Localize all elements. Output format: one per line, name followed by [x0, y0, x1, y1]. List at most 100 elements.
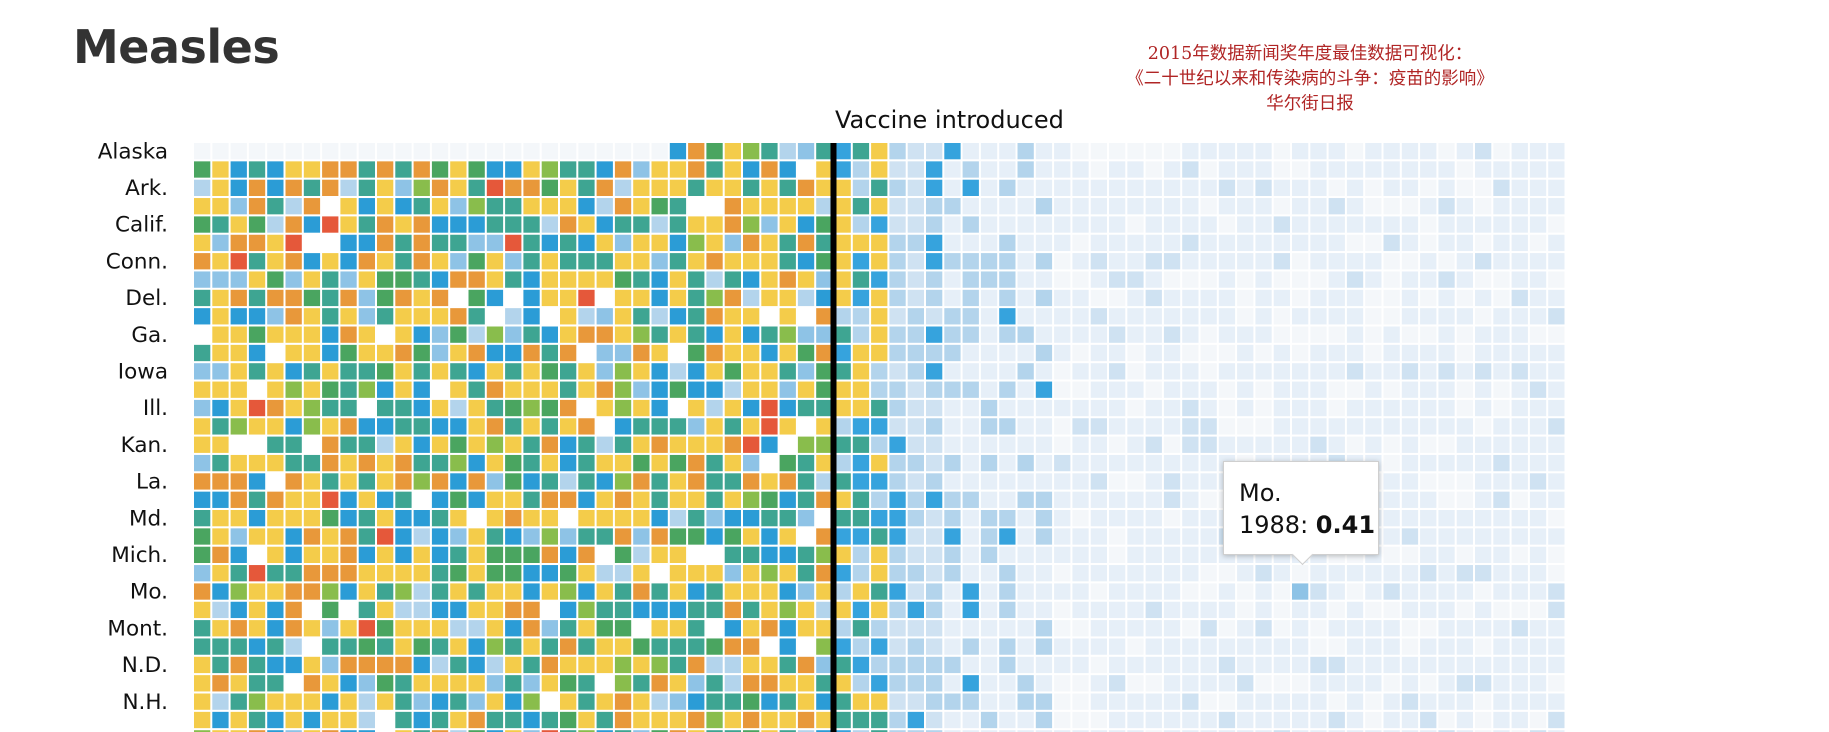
heatmap-cell[interactable] — [834, 363, 851, 380]
heatmap-cell[interactable] — [194, 399, 211, 417]
heatmap-cell[interactable] — [1035, 363, 1053, 380]
heatmap-cell[interactable] — [486, 601, 504, 619]
heatmap-cell[interactable] — [907, 693, 924, 710]
heatmap-cell[interactable] — [560, 381, 577, 398]
heatmap-cell[interactable] — [962, 583, 979, 600]
heatmap-cell[interactable] — [1310, 271, 1327, 288]
heatmap-cell[interactable] — [1401, 436, 1419, 453]
heatmap-cell[interactable] — [1273, 711, 1290, 729]
heatmap-cell[interactable] — [1145, 546, 1162, 563]
heatmap-cell[interactable] — [688, 143, 705, 160]
heatmap-cell[interactable] — [413, 583, 430, 600]
heatmap-cell[interactable] — [852, 216, 870, 233]
heatmap-cell[interactable] — [1090, 289, 1107, 307]
heatmap-cell[interactable] — [651, 216, 668, 233]
heatmap-cell[interactable] — [248, 234, 266, 252]
heatmap-cell[interactable] — [450, 326, 467, 343]
heatmap-cell[interactable] — [797, 308, 815, 325]
heatmap-cell[interactable] — [1383, 730, 1400, 732]
heatmap-cell[interactable] — [1273, 418, 1290, 435]
heatmap-cell[interactable] — [633, 399, 650, 417]
heatmap-cell[interactable] — [267, 308, 284, 325]
heatmap-cell[interactable] — [1218, 418, 1236, 435]
heatmap-cell[interactable] — [1475, 289, 1492, 307]
heatmap-cell[interactable] — [614, 693, 632, 710]
heatmap-cell[interactable] — [505, 271, 522, 288]
heatmap-cell[interactable] — [1145, 565, 1162, 582]
heatmap-cell[interactable] — [1310, 620, 1327, 637]
heatmap-cell[interactable] — [523, 693, 540, 710]
heatmap-cell[interactable] — [706, 454, 723, 472]
heatmap-cell[interactable] — [962, 161, 979, 178]
heatmap-cell[interactable] — [1292, 620, 1309, 637]
heatmap-cell[interactable] — [962, 491, 979, 508]
heatmap-cell[interactable] — [1346, 399, 1364, 417]
heatmap-cell[interactable] — [797, 179, 815, 196]
heatmap-cell[interactable] — [633, 436, 650, 453]
heatmap-cell[interactable] — [303, 326, 321, 343]
heatmap-cell[interactable] — [1200, 675, 1217, 692]
heatmap-cell[interactable] — [194, 675, 211, 692]
heatmap-cell[interactable] — [834, 491, 851, 508]
heatmap-cell[interactable] — [1109, 528, 1126, 545]
heatmap-cell[interactable] — [1310, 711, 1327, 729]
heatmap-cell[interactable] — [633, 601, 650, 619]
heatmap-cell[interactable] — [1127, 326, 1144, 343]
heatmap-cell[interactable] — [1511, 436, 1528, 453]
heatmap-cell[interactable] — [633, 473, 650, 490]
heatmap-cell[interactable] — [1273, 436, 1290, 453]
heatmap-cell[interactable] — [1218, 399, 1236, 417]
heatmap-cell[interactable] — [486, 234, 504, 252]
heatmap-cell[interactable] — [1127, 638, 1144, 655]
heatmap-cell[interactable] — [1529, 565, 1547, 582]
heatmap-cell[interactable] — [212, 143, 229, 160]
heatmap-cell[interactable] — [1017, 583, 1034, 600]
heatmap-cell[interactable] — [669, 528, 687, 545]
heatmap-cell[interactable] — [486, 491, 504, 508]
heatmap-cell[interactable] — [724, 601, 741, 619]
heatmap-cell[interactable] — [743, 638, 760, 655]
heatmap-cell[interactable] — [468, 289, 485, 307]
heatmap-cell[interactable] — [1456, 583, 1473, 600]
heatmap-cell[interactable] — [871, 399, 888, 417]
heatmap-cell[interactable] — [560, 289, 577, 307]
heatmap-cell[interactable] — [743, 326, 760, 343]
heatmap-cell[interactable] — [358, 271, 375, 288]
heatmap-cell[interactable] — [1218, 436, 1236, 453]
heatmap-cell[interactable] — [1511, 326, 1528, 343]
heatmap-cell[interactable] — [1511, 583, 1528, 600]
heatmap-cell[interactable] — [560, 344, 577, 362]
heatmap-cell[interactable] — [816, 418, 833, 435]
heatmap-cell[interactable] — [285, 253, 302, 270]
heatmap-cell[interactable] — [1109, 271, 1126, 288]
heatmap-cell[interactable] — [248, 656, 266, 674]
heatmap-cell[interactable] — [1328, 656, 1345, 674]
heatmap-cell[interactable] — [523, 601, 540, 619]
heatmap-cell[interactable] — [523, 730, 540, 732]
heatmap-cell[interactable] — [614, 565, 632, 582]
heatmap-cell[interactable] — [358, 308, 375, 325]
heatmap-cell[interactable] — [1200, 399, 1217, 417]
heatmap-cell[interactable] — [1273, 583, 1290, 600]
heatmap-cell[interactable] — [541, 656, 558, 674]
heatmap-cell[interactable] — [926, 418, 943, 435]
heatmap-cell[interactable] — [1163, 179, 1181, 196]
heatmap-cell[interactable] — [926, 675, 943, 692]
heatmap-cell[interactable] — [980, 473, 998, 490]
heatmap-cell[interactable] — [578, 381, 595, 398]
heatmap-cell[interactable] — [1200, 601, 1217, 619]
heatmap-cell[interactable] — [450, 216, 467, 233]
heatmap-cell[interactable] — [1127, 234, 1144, 252]
heatmap-cell[interactable] — [1438, 656, 1455, 674]
heatmap-cell[interactable] — [1090, 436, 1107, 453]
heatmap-cell[interactable] — [724, 363, 741, 380]
heatmap-cell[interactable] — [980, 528, 998, 545]
heatmap-cell[interactable] — [1511, 473, 1528, 490]
heatmap-cell[interactable] — [926, 473, 943, 490]
heatmap-cell[interactable] — [614, 583, 632, 600]
heatmap-cell[interactable] — [395, 601, 412, 619]
heatmap-cell[interactable] — [797, 418, 815, 435]
heatmap-cell[interactable] — [523, 546, 540, 563]
heatmap-cell[interactable] — [578, 656, 595, 674]
heatmap-cell[interactable] — [505, 344, 522, 362]
